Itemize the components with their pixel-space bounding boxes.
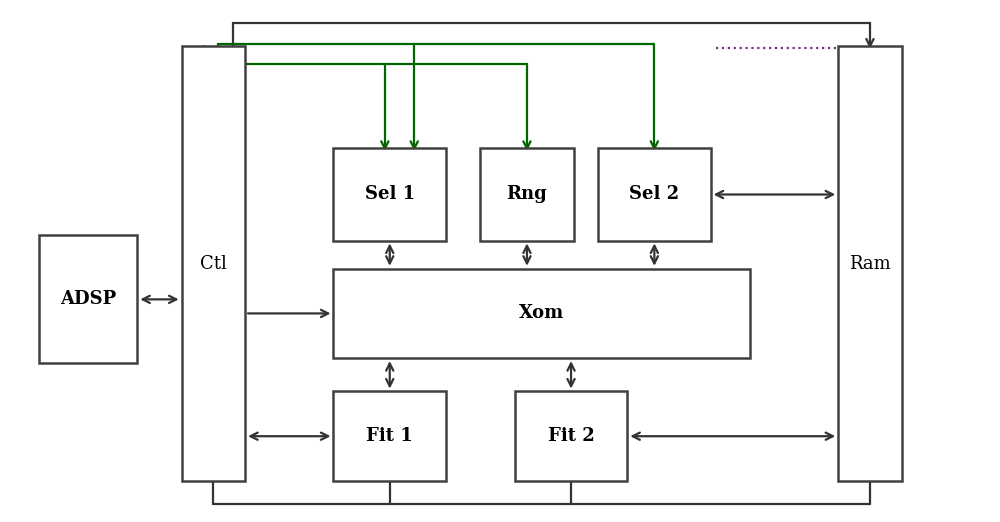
- Text: Fit 2: Fit 2: [548, 427, 594, 445]
- FancyBboxPatch shape: [515, 392, 627, 481]
- Text: Xom: Xom: [519, 304, 564, 323]
- FancyBboxPatch shape: [838, 46, 902, 481]
- Text: Sel 2: Sel 2: [629, 185, 679, 204]
- FancyBboxPatch shape: [598, 148, 711, 241]
- Text: ADSP: ADSP: [60, 290, 117, 309]
- FancyBboxPatch shape: [333, 148, 446, 241]
- Text: Rng: Rng: [507, 185, 547, 204]
- FancyBboxPatch shape: [333, 269, 750, 358]
- Text: Sel 1: Sel 1: [365, 185, 415, 204]
- Text: Ctl: Ctl: [200, 255, 227, 272]
- FancyBboxPatch shape: [39, 235, 137, 363]
- Text: Ram: Ram: [849, 255, 891, 272]
- FancyBboxPatch shape: [333, 392, 446, 481]
- FancyBboxPatch shape: [480, 148, 574, 241]
- Text: Fit 1: Fit 1: [366, 427, 413, 445]
- FancyBboxPatch shape: [182, 46, 245, 481]
